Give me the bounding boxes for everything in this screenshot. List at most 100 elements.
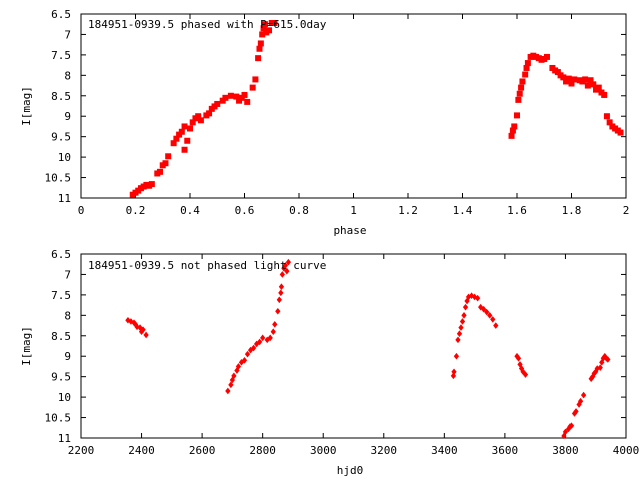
data-point	[255, 55, 262, 62]
y-tick-label: 7.5	[51, 289, 71, 302]
data-point	[278, 283, 285, 291]
y-tick-labels: 6.5 7 7.5 8 8.5 9 9.5 10 10.5 11	[45, 248, 72, 445]
y-tick-label: 8.5	[51, 330, 71, 343]
data-point	[270, 328, 276, 335]
data-point	[474, 294, 481, 302]
data-points	[125, 258, 611, 440]
data-point	[524, 60, 531, 67]
x-tick-label: 1.2	[398, 204, 418, 217]
data-point	[518, 84, 525, 91]
x-tick-label: 1.8	[562, 204, 582, 217]
data-point	[617, 129, 624, 136]
x-tick-label: 0	[78, 204, 85, 217]
data-point	[520, 368, 526, 376]
y-tick-label: 7.5	[51, 49, 71, 62]
x-tick-label: 3400	[431, 444, 458, 457]
data-points	[129, 19, 624, 198]
data-point	[487, 312, 493, 319]
phased-light-curve-panel: 0 0.2 0.4 0.6 0.8 1 1.2 1.4 1.6 1.8 2 6.5 7 7.5 8 8.5 9…	[20, 8, 629, 237]
x-tick-label: 0.8	[289, 204, 309, 217]
data-point	[450, 372, 457, 380]
data-point	[523, 64, 530, 71]
data-point	[178, 128, 185, 135]
data-point	[244, 98, 251, 105]
x-tick-label: 1.6	[507, 204, 527, 217]
chart-title: 184951-0939.5 phased with P=615.0day	[88, 18, 327, 31]
data-point	[252, 76, 259, 83]
data-point	[514, 112, 520, 119]
data-point	[481, 305, 487, 313]
data-point	[580, 391, 587, 399]
data-point	[181, 123, 188, 130]
y-tick-label: 9.5	[51, 131, 71, 144]
data-point	[461, 312, 467, 319]
data-point	[225, 387, 231, 395]
data-point	[453, 352, 460, 360]
y-tick-label: 9.5	[51, 371, 71, 384]
data-point	[605, 356, 611, 363]
data-point	[455, 336, 461, 344]
data-point	[568, 422, 575, 430]
y-tick-label: 7	[64, 268, 71, 281]
x-tick-label: 4000	[613, 444, 640, 457]
data-point	[484, 308, 490, 316]
data-point	[241, 91, 248, 98]
x-tick-label: 2400	[128, 444, 155, 457]
y-tick-label: 10	[58, 151, 71, 164]
x-tick-label: 2200	[68, 444, 95, 457]
y-tick-labels: 6.5 7 7.5 8 8.5 9 9.5 10 10.5 11	[45, 8, 72, 205]
data-point	[257, 40, 264, 47]
data-point	[264, 336, 270, 344]
y-tick-label: 10.5	[45, 172, 72, 185]
x-tick-label: 0.2	[126, 204, 146, 217]
data-point	[562, 428, 569, 436]
data-point	[571, 76, 578, 83]
data-point	[561, 432, 567, 440]
data-point	[261, 21, 268, 28]
data-point	[260, 334, 266, 342]
data-point	[279, 271, 285, 278]
data-point	[249, 84, 256, 91]
data-point	[582, 76, 589, 83]
data-point	[229, 376, 236, 384]
data-point	[143, 331, 149, 339]
x-tick-label: 3200	[371, 444, 398, 457]
data-point	[462, 303, 469, 311]
data-point	[227, 92, 234, 99]
data-point	[493, 322, 499, 329]
data-point	[573, 408, 579, 415]
data-point	[603, 113, 610, 120]
data-point	[250, 344, 257, 352]
data-point	[228, 381, 234, 389]
data-point	[519, 78, 526, 85]
data-point	[565, 75, 572, 82]
x-tick-label: 2600	[189, 444, 216, 457]
x-tick-label: 1.4	[453, 204, 473, 217]
data-point	[282, 262, 289, 269]
x-tick-label: 3600	[492, 444, 519, 457]
data-point	[266, 27, 273, 34]
data-point	[599, 359, 605, 366]
data-point	[214, 100, 221, 107]
y-tick-label: 8.5	[51, 90, 71, 103]
data-point	[231, 372, 237, 380]
data-point	[590, 81, 597, 88]
x-axis-label: phase	[333, 224, 366, 237]
data-point	[478, 303, 484, 311]
data-point	[181, 146, 188, 153]
data-point	[247, 346, 254, 354]
unphased-light-curve-panel: 2200 2400 2600 2800 3000 3200 3400 3600 3800 4000…	[20, 248, 639, 477]
data-point	[137, 324, 143, 331]
data-point	[515, 96, 522, 103]
y-tick-label: 8	[64, 69, 71, 82]
y-tick-label: 6.5	[51, 8, 71, 21]
data-point	[459, 318, 466, 325]
tick-marks	[80, 253, 627, 439]
y-tick-label: 9	[64, 350, 71, 363]
x-tick-label: 0.6	[235, 204, 255, 217]
data-point	[256, 338, 263, 346]
data-point	[516, 90, 523, 97]
data-point	[165, 153, 172, 160]
data-point	[162, 160, 169, 167]
